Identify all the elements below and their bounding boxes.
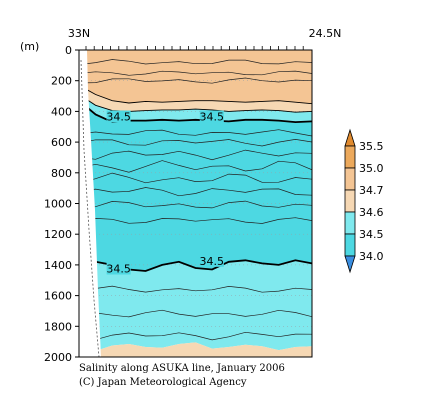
contour-line-10: [79, 200, 312, 210]
colorbar-segment-3: [344, 189, 356, 213]
y-tick-label-1400: 1400: [44, 259, 72, 272]
colorbar-segment-1: [344, 145, 356, 169]
colorbar-label-34-7: 34.7: [359, 184, 384, 197]
continental-slope-mask: [79, 50, 101, 357]
station-ticks: [85, 46, 304, 50]
colorbar-label-35-5: 35.5: [359, 140, 384, 153]
colorbar: 35.5 35.0 34.7 34.6 34.5 34.0: [344, 128, 384, 274]
colorbar-segment-4: [344, 211, 356, 235]
y-tick-label-800: 800: [51, 167, 72, 180]
contour-label-4: 34.5: [200, 255, 225, 268]
band-34-7-to-35-0: [79, 50, 312, 104]
contour-label-1: 34.5: [106, 111, 131, 124]
contour-label-bg-4: [199, 254, 224, 267]
depth-gridlines: [79, 80, 312, 327]
colorbar-segment-2: [344, 167, 356, 191]
x-left-label: 33N: [68, 27, 90, 40]
band-34-0-to-34-5: [79, 100, 312, 271]
x-right-label: 24.5N: [309, 27, 342, 40]
contour-line-11: [79, 217, 312, 224]
contour-line-9: [79, 187, 312, 197]
contour-label-2: 34.5: [200, 111, 225, 124]
colorbar-label-34-6: 34.6: [359, 206, 384, 219]
band-34-5-to-34-6-upper: [79, 94, 312, 123]
contour-line-13: [79, 309, 312, 318]
y-tick-label-200: 200: [51, 75, 72, 88]
band-34-6-to-34-7-upper: [79, 85, 312, 113]
contour-line-5: [79, 139, 312, 147]
y-tick-label-0: 0: [65, 44, 72, 57]
colorbar-bottom-extension: [344, 255, 356, 274]
colorbar-label-34-5: 34.5: [359, 228, 384, 241]
contour-line-7: [79, 160, 312, 173]
contour-line-3: [79, 77, 312, 84]
contour-line-6: [79, 149, 312, 161]
y-tick-label-400: 400: [51, 105, 72, 118]
contour-label-bg-1: [106, 110, 131, 123]
colorbar-label-34-0: 34.0: [359, 250, 384, 263]
thin-contours: [79, 59, 312, 341]
y-axis: 0 200 400 600 800 1000 1200 1400 1600 1800 2000: [44, 44, 79, 364]
slope-edge: [80, 59, 100, 358]
contour-label-bg-3: [106, 262, 131, 275]
band-34-5-to-34-6-lower: [79, 257, 312, 356]
contour-line-2: [79, 70, 312, 76]
salinity-bands: [79, 50, 312, 357]
y-tick-label-1000: 1000: [44, 198, 72, 211]
isohaline-34-7-1: [79, 84, 312, 105]
contour-line-12: [79, 285, 312, 293]
y-tick-label-2000: 2000: [44, 351, 72, 364]
contour-line-14: [79, 331, 312, 341]
contour-line-1: [79, 59, 312, 65]
contour-line-8: [79, 172, 312, 184]
contour-line-4: [79, 129, 312, 137]
contour-label-bg-2: [199, 110, 224, 123]
colorbar-label-35-0: 35.0: [359, 162, 384, 175]
contour-labels: 34.5 34.5 34.5 34.5: [106, 110, 225, 276]
band-34-6-to-34-7-lower: [79, 342, 312, 357]
y-tick-label-600: 600: [51, 136, 72, 149]
chart-title: Salinity along ASUKA line, January 2006: [79, 363, 285, 374]
y-tick-label-1200: 1200: [44, 228, 72, 241]
chart-credit: (C) Japan Meteorological Agency: [79, 377, 247, 388]
y-unit-label: (m): [20, 40, 39, 53]
colorbar-segment-5: [344, 233, 356, 257]
contour-label-3: 34.5: [106, 263, 131, 276]
y-tick-label-1600: 1600: [44, 290, 72, 303]
y-tick-label-1800: 1800: [44, 320, 72, 333]
colorbar-top-extension: [344, 128, 356, 147]
